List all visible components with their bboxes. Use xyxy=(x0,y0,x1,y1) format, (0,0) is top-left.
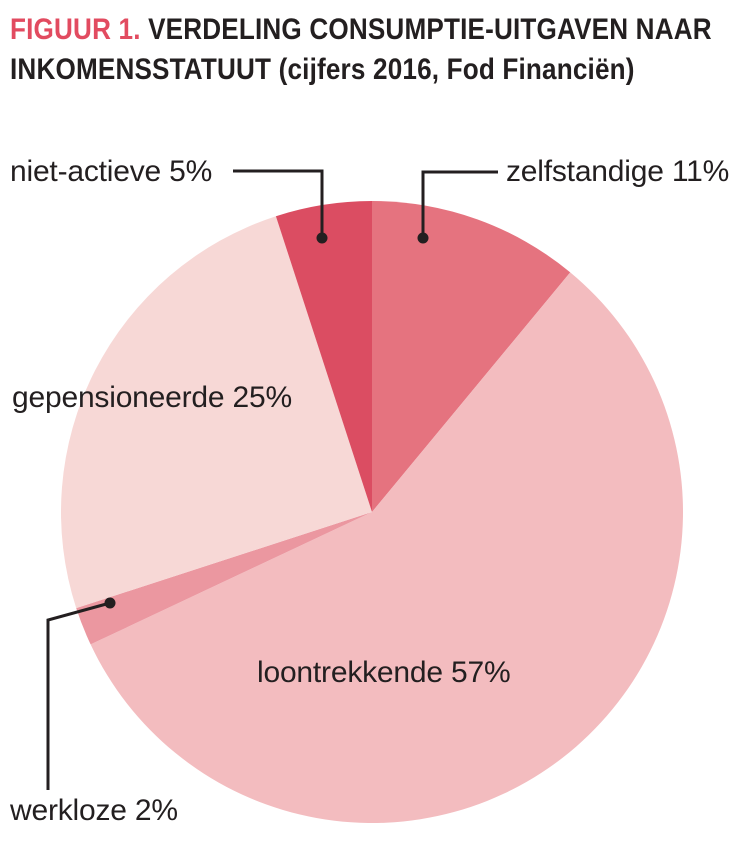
title-line2: INKOMENSSTATUUT (cijfers 2016, Fod Finan… xyxy=(10,53,635,86)
figure-title: FIGUUR 1. VERDELING CONSUMPTIE-UITGAVEN … xyxy=(10,10,732,90)
title-line1-text: VERDELING CONSUMPTIE-UITGAVEN NAAR xyxy=(148,13,712,46)
title-line1: FIGUUR 1. VERDELING CONSUMPTIE-UITGAVEN … xyxy=(10,10,732,50)
leader-lines xyxy=(46,169,498,790)
pie-slice-werkloze xyxy=(76,512,372,645)
slice-label-gepensioneerde: gepensioneerde 25% xyxy=(12,381,292,414)
slice-label-zelfstandige: zelfstandige 11% xyxy=(506,155,730,188)
slice-label-werkloze: werkloze 2% xyxy=(10,794,178,827)
leader-dot-zelfstandige xyxy=(417,232,429,244)
pie-slices xyxy=(60,201,683,823)
leader-line-zelfstandige xyxy=(421,170,498,238)
slice-label-niet-actieve: niet-actieve 5% xyxy=(10,155,213,188)
leader-line-werkloze xyxy=(46,601,111,790)
leader-dot-werkloze xyxy=(104,597,116,609)
leader-line-niet-actieve xyxy=(233,169,324,238)
pie-slice-niet-actieve xyxy=(275,201,372,512)
slice-label-loontrekkende: loontrekkende 57% xyxy=(257,656,511,689)
pie-slice-loontrekkende xyxy=(90,272,683,823)
leader-dot-niet-actieve xyxy=(316,232,328,244)
figure-number: FIGUUR 1. xyxy=(10,13,141,46)
pie-slice-zelfstandige xyxy=(372,201,571,512)
pie-slice-gepensioneerde xyxy=(60,216,372,609)
